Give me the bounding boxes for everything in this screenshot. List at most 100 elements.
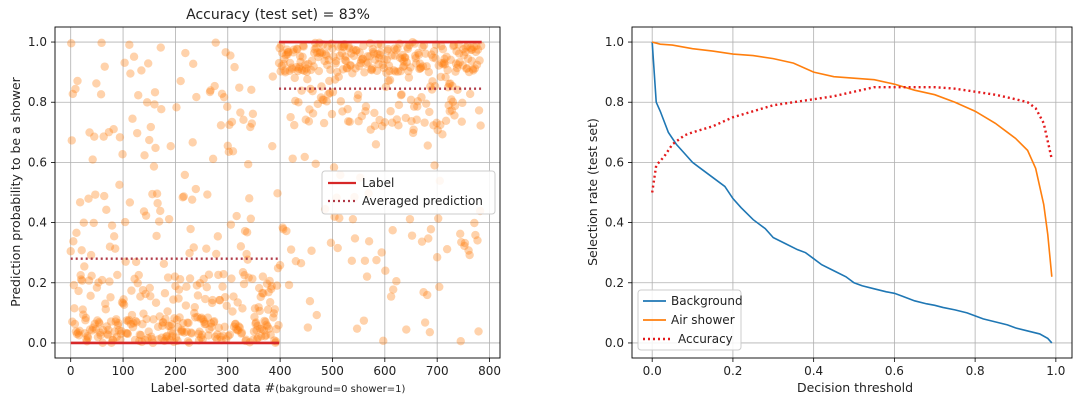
scatter-point: [410, 39, 419, 48]
scatter-point: [251, 318, 261, 327]
scatter-point: [412, 59, 421, 68]
scatter-point: [290, 73, 299, 83]
scatter-point: [434, 61, 443, 70]
scatter-point: [376, 48, 385, 57]
scatter-point: [240, 271, 249, 280]
scatter-point: [304, 59, 313, 69]
scatter-point: [296, 57, 305, 67]
scatter-point: [170, 272, 180, 281]
scatter-point: [150, 88, 160, 97]
scatter-point: [325, 76, 334, 86]
scatter-point: [311, 159, 320, 169]
scatter-point: [437, 59, 447, 68]
scatter-point: [389, 285, 398, 294]
scatter-point: [143, 334, 152, 343]
scatter-point: [410, 51, 420, 60]
scatter-point: [361, 102, 371, 111]
scatter-point: [272, 324, 281, 334]
scatter-point: [91, 325, 101, 334]
scatter-point: [155, 312, 164, 321]
scatter-point: [280, 54, 289, 64]
scatter-point: [417, 93, 426, 102]
scatter-point: [302, 67, 312, 76]
scatter-point: [226, 220, 236, 229]
scatter-point: [95, 319, 104, 328]
scatter-point: [328, 87, 338, 97]
scatter-point: [230, 62, 239, 72]
scatter-point: [404, 66, 413, 76]
scatter-point: [304, 117, 314, 126]
scatter-point: [393, 67, 403, 76]
scatter-point: [224, 147, 234, 157]
right-y-tick-label: 0.8: [605, 95, 624, 109]
scatter-point: [406, 95, 416, 105]
scatter-point: [87, 271, 96, 281]
scatter-point: [190, 308, 199, 318]
scatter-point: [440, 54, 449, 64]
scatter-point: [454, 49, 464, 58]
scatter-point: [212, 334, 221, 344]
scatter-point: [313, 99, 323, 109]
scatter-point: [452, 46, 461, 56]
scatter-point: [439, 58, 449, 67]
scatter-point: [467, 56, 476, 66]
scatter-point: [354, 61, 364, 71]
scatter-point: [360, 68, 369, 77]
scatter-point: [133, 278, 142, 288]
scatter-point: [301, 60, 310, 69]
scatter-point: [193, 312, 202, 322]
scatter-point: [94, 318, 104, 327]
scatter-point: [237, 328, 247, 337]
scatter-point: [324, 90, 333, 99]
scatter-point: [71, 84, 80, 94]
scatter-point: [310, 45, 319, 54]
scatter-point: [343, 117, 353, 126]
scatter-point: [259, 326, 269, 335]
scatter-point: [255, 306, 264, 316]
scatter-point: [284, 47, 293, 57]
left-x-tick-label: 0: [67, 364, 75, 378]
scatter-point: [428, 53, 438, 62]
scatter-point: [423, 290, 432, 300]
scatter-point: [267, 284, 276, 294]
scatter-point: [365, 52, 374, 61]
scatter-point: [342, 64, 352, 73]
scatter-point: [242, 228, 252, 237]
left-chart-title: Accuracy (test set) = 83%: [186, 7, 370, 23]
scatter-point: [398, 50, 407, 60]
scatter-point: [273, 189, 282, 198]
scatter-point: [401, 113, 410, 123]
scatter-point: [382, 55, 392, 64]
scatter-point: [473, 45, 483, 54]
scatter-point: [359, 41, 368, 51]
scatter-point: [420, 318, 430, 327]
scatter-point: [139, 309, 148, 318]
scatter-point: [352, 324, 362, 333]
scatter-point: [350, 234, 360, 243]
scatter-point: [319, 95, 328, 105]
scatter-point: [239, 115, 248, 124]
scatter-point: [474, 327, 483, 336]
scatter-point: [248, 109, 258, 119]
scatter-point: [207, 322, 216, 332]
scatter-point: [315, 49, 325, 58]
scatter-point: [159, 318, 168, 327]
scatter-point: [436, 72, 446, 82]
scatter-point: [68, 317, 77, 326]
scatter-point: [268, 72, 277, 81]
scatter-point: [252, 326, 261, 335]
scatter-point: [457, 117, 466, 126]
scatter-point: [472, 60, 482, 69]
scatter-point: [409, 102, 419, 111]
scatter-point: [74, 286, 83, 296]
scatter-point: [149, 162, 159, 171]
scatter-point: [413, 97, 423, 106]
scatter-point: [366, 125, 375, 134]
scatter-point: [185, 274, 195, 283]
scatter-point: [323, 42, 332, 51]
scatter-point: [118, 299, 128, 308]
scatter-point: [322, 97, 331, 106]
scatter-point: [134, 270, 143, 280]
scatter-point: [347, 49, 356, 58]
